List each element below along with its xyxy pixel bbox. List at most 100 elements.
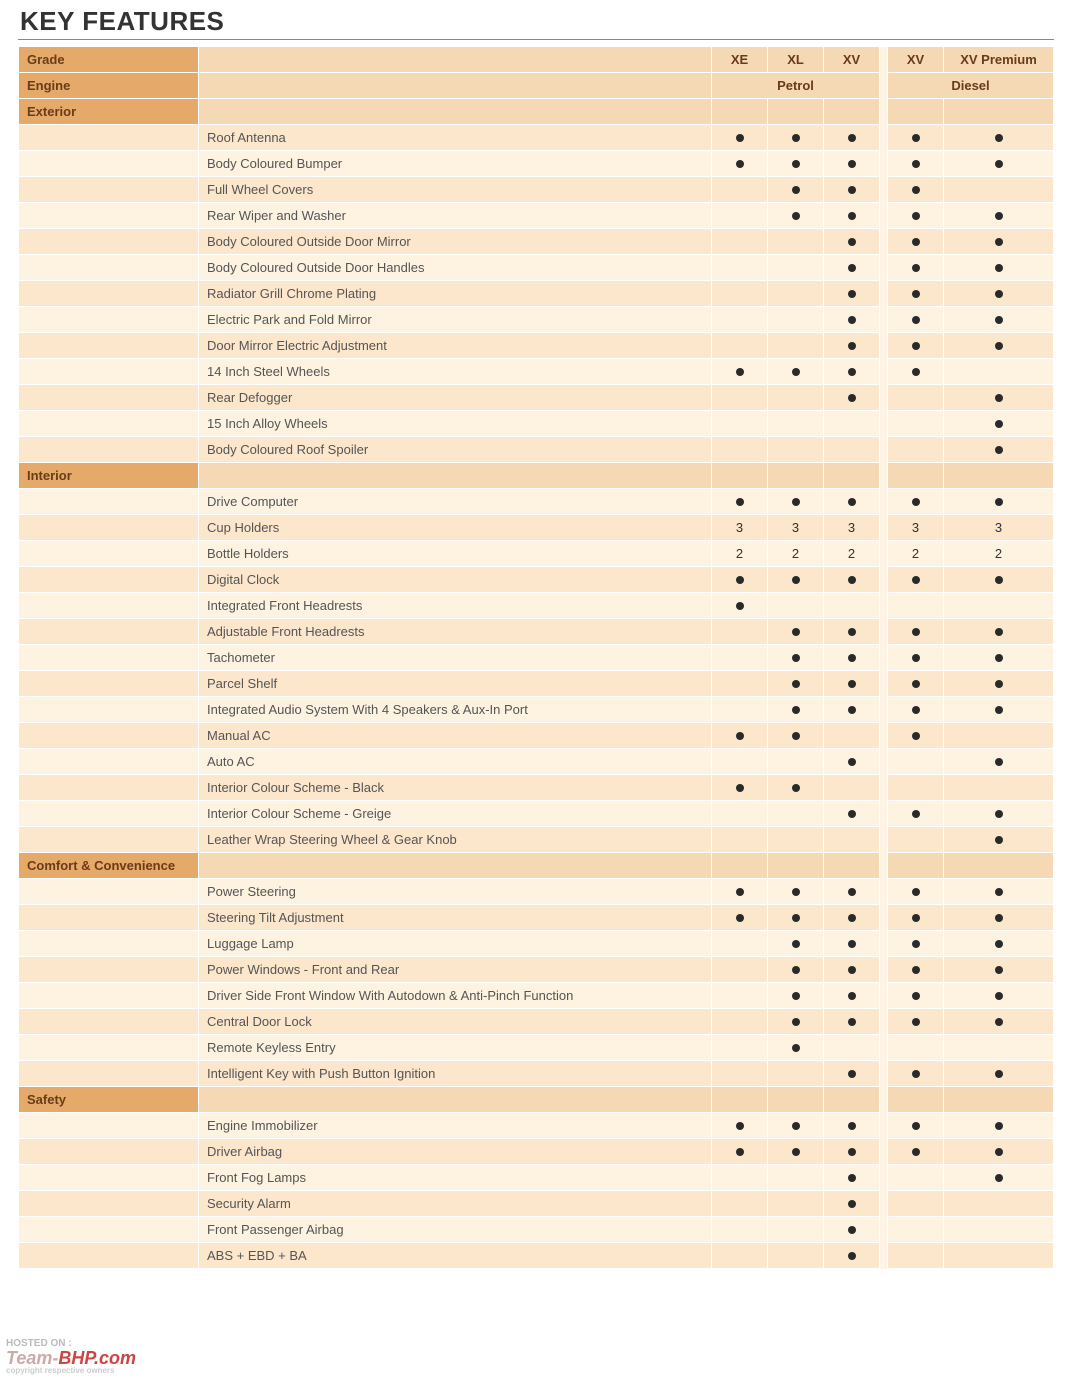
feature-dot: [912, 888, 920, 896]
feature-dot: [912, 342, 920, 350]
feature-value: [768, 411, 824, 437]
feature-dot: [995, 1174, 1003, 1182]
feature-value: [712, 1009, 768, 1035]
feature-dot: [736, 888, 744, 896]
row-label-empty: [19, 645, 199, 671]
feature-value: [944, 255, 1054, 281]
feature-value: [944, 489, 1054, 515]
row-label-empty: [19, 1243, 199, 1269]
section-empty: [888, 463, 944, 489]
feature-name: Integrated Front Headrests: [199, 593, 712, 619]
feature-value: [824, 567, 880, 593]
feature-value: [888, 619, 944, 645]
feature-value: [824, 697, 880, 723]
feature-value: [768, 645, 824, 671]
feature-dot: [912, 212, 920, 220]
feature-value: [888, 359, 944, 385]
feature-value: [888, 489, 944, 515]
feature-value: [888, 1191, 944, 1217]
feature-name: Body Coloured Roof Spoiler: [199, 437, 712, 463]
feature-value: [824, 1113, 880, 1139]
feature-dot: [912, 992, 920, 1000]
section-empty: [768, 99, 824, 125]
row-label-empty: [19, 827, 199, 853]
feature-value: 2: [768, 541, 824, 567]
feature-dot: [792, 888, 800, 896]
feature-dot: [912, 654, 920, 662]
feature-dot: [848, 940, 856, 948]
feature-value: [768, 333, 824, 359]
header-engine-label: Engine: [19, 73, 199, 99]
feature-value: [712, 1061, 768, 1087]
col-spacer: [880, 541, 888, 567]
feature-dot: [736, 602, 744, 610]
feature-value: [768, 697, 824, 723]
feature-dot: [792, 992, 800, 1000]
feature-value: [888, 879, 944, 905]
feature-value: [888, 983, 944, 1009]
feature-value: [824, 359, 880, 385]
feature-dot: [912, 316, 920, 324]
feature-dot: [848, 134, 856, 142]
feature-value: [944, 593, 1054, 619]
feature-dot: [912, 810, 920, 818]
feature-dot: [995, 238, 1003, 246]
feature-dot: [912, 940, 920, 948]
feature-value: [824, 1061, 880, 1087]
section-empty: [199, 1087, 712, 1113]
feature-dot: [912, 160, 920, 168]
feature-name: Rear Wiper and Washer: [199, 203, 712, 229]
feature-dot: [848, 1018, 856, 1026]
feature-value: [944, 619, 1054, 645]
row-label-empty: [19, 125, 199, 151]
feature-value: [944, 1009, 1054, 1035]
feature-name: Electric Park and Fold Mirror: [199, 307, 712, 333]
feature-dot: [912, 914, 920, 922]
feature-value: [944, 879, 1054, 905]
feature-value: [768, 567, 824, 593]
feature-name: Front Fog Lamps: [199, 1165, 712, 1191]
col-spacer: [880, 359, 888, 385]
feature-value: [824, 1243, 880, 1269]
feature-value: [824, 203, 880, 229]
feature-dot: [848, 680, 856, 688]
feature-dot: [995, 914, 1003, 922]
watermark: HOSTED ON : Team-BHP.com copyright respe…: [6, 1339, 136, 1375]
feature-dot: [736, 914, 744, 922]
feature-dot: [736, 732, 744, 740]
feature-dot: [995, 654, 1003, 662]
feature-value: [888, 1061, 944, 1087]
row-label-empty: [19, 1035, 199, 1061]
feature-value: [888, 645, 944, 671]
feature-dot: [995, 940, 1003, 948]
feature-value: [768, 931, 824, 957]
feature-dot: [848, 368, 856, 376]
feature-dot: [995, 680, 1003, 688]
feature-dot: [912, 680, 920, 688]
feature-value: [712, 125, 768, 151]
feature-value: [944, 697, 1054, 723]
feature-dot: [736, 368, 744, 376]
feature-dot: [912, 498, 920, 506]
feature-dot: [792, 186, 800, 194]
feature-dot: [995, 888, 1003, 896]
feature-value: [712, 1243, 768, 1269]
feature-dot: [912, 1070, 920, 1078]
feature-value: [888, 827, 944, 853]
col-spacer: [880, 99, 888, 125]
row-label-empty: [19, 567, 199, 593]
feature-value: [712, 489, 768, 515]
feature-value: [824, 1165, 880, 1191]
feature-value: [944, 775, 1054, 801]
feature-value: [824, 437, 880, 463]
feature-value: [712, 931, 768, 957]
col-spacer: [880, 1165, 888, 1191]
feature-name: Driver Side Front Window With Autodown &…: [199, 983, 712, 1009]
feature-value: [712, 333, 768, 359]
row-label-empty: [19, 619, 199, 645]
feature-dot: [792, 914, 800, 922]
feature-dot: [792, 368, 800, 376]
feature-value: [712, 645, 768, 671]
row-label-empty: [19, 931, 199, 957]
feature-name: Digital Clock: [199, 567, 712, 593]
